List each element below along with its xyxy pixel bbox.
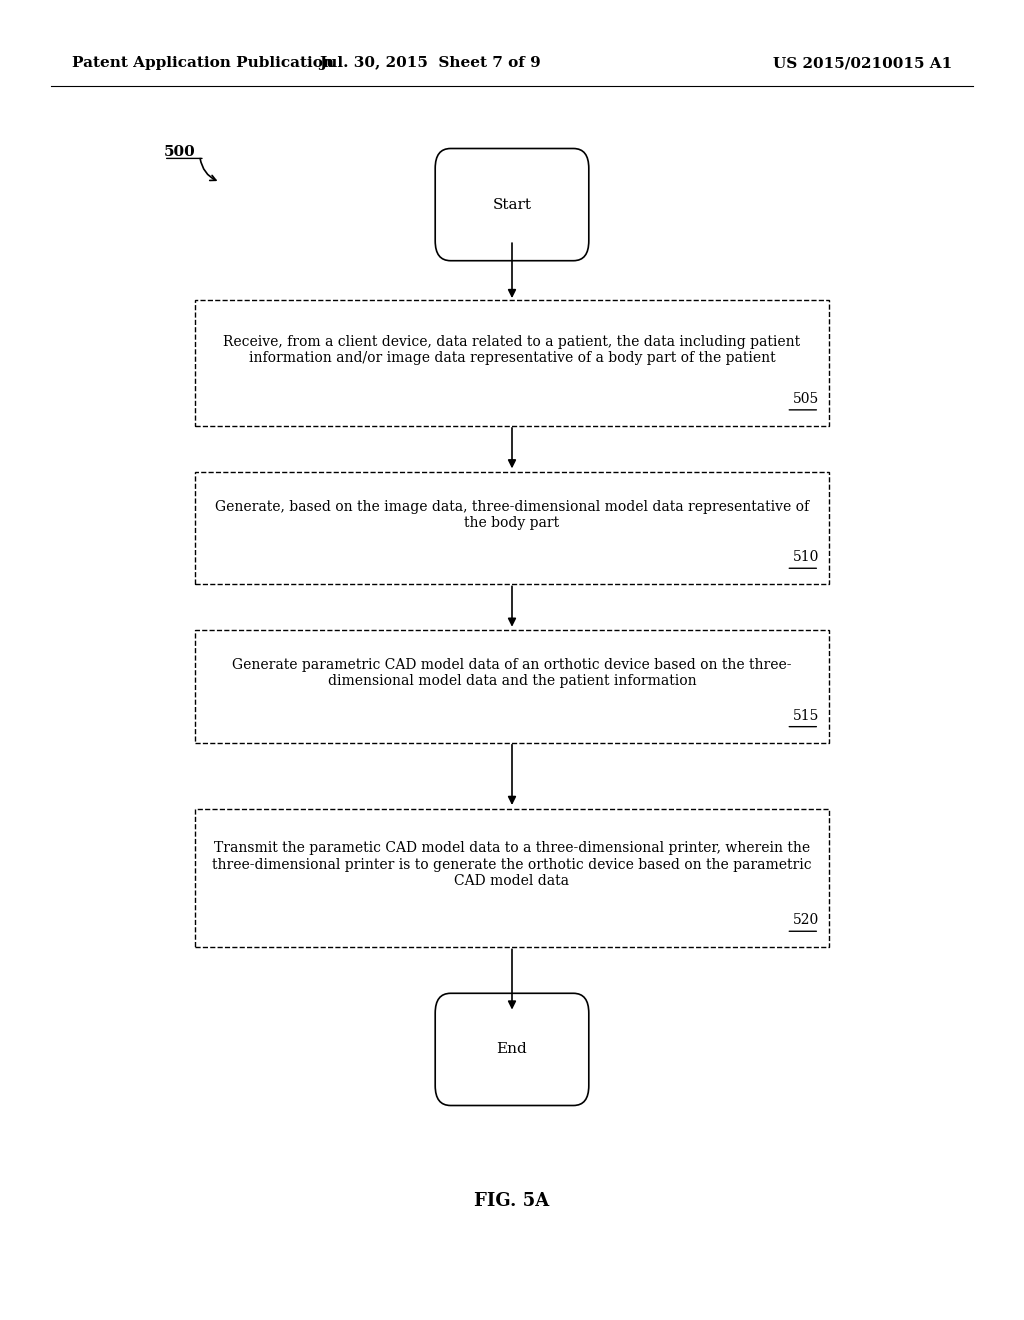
Text: Receive, from a client device, data related to a patient, the data including pat: Receive, from a client device, data rela… xyxy=(223,335,801,364)
FancyBboxPatch shape xyxy=(435,149,589,261)
Text: 500: 500 xyxy=(164,145,196,158)
FancyBboxPatch shape xyxy=(195,808,829,948)
FancyBboxPatch shape xyxy=(195,473,829,583)
Text: Transmit the parametic CAD model data to a three-dimensional printer, wherein th: Transmit the parametic CAD model data to… xyxy=(212,841,812,888)
Text: 510: 510 xyxy=(793,550,819,565)
Text: 505: 505 xyxy=(793,392,819,407)
FancyBboxPatch shape xyxy=(195,631,829,742)
Text: Jul. 30, 2015  Sheet 7 of 9: Jul. 30, 2015 Sheet 7 of 9 xyxy=(319,57,541,70)
Text: Start: Start xyxy=(493,198,531,211)
Text: FIG. 5A: FIG. 5A xyxy=(474,1192,550,1210)
FancyBboxPatch shape xyxy=(435,993,589,1106)
Text: 520: 520 xyxy=(793,913,819,927)
Text: 515: 515 xyxy=(793,709,819,722)
Text: US 2015/0210015 A1: US 2015/0210015 A1 xyxy=(773,57,952,70)
Text: End: End xyxy=(497,1043,527,1056)
Text: Generate parametric CAD model data of an orthotic device based on the three-
dim: Generate parametric CAD model data of an… xyxy=(232,659,792,688)
FancyBboxPatch shape xyxy=(195,301,829,425)
Text: Patent Application Publication: Patent Application Publication xyxy=(72,57,334,70)
Text: Generate, based on the image data, three-dimensional model data representative o: Generate, based on the image data, three… xyxy=(215,500,809,529)
